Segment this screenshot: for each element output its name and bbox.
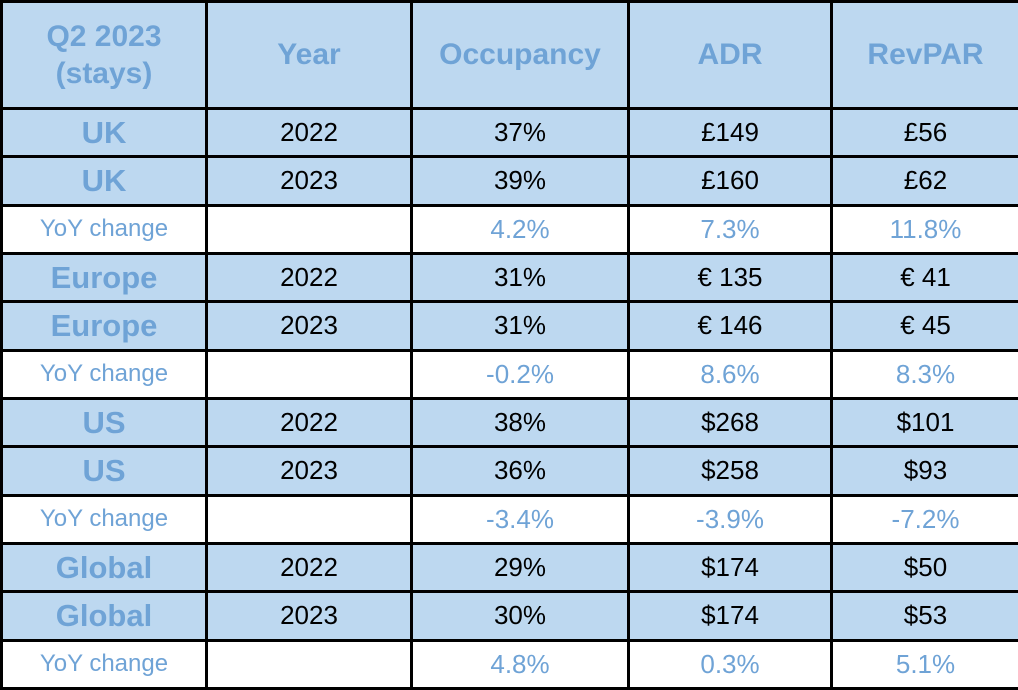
year-cell: 2023: [205, 155, 413, 207]
revpar-cell: $53: [830, 590, 1018, 642]
adr-cell: 0.3%: [627, 638, 833, 690]
region-cell: Global: [0, 541, 208, 594]
yoy-label-cell: YoY change: [0, 493, 208, 545]
adr-cell: -3.9%: [627, 493, 833, 545]
table-row-uk-2023: UK 2023 39% £160 £62: [0, 155, 1018, 207]
occupancy-cell: 31%: [410, 251, 630, 304]
table-row-us-2023: US 2023 36% $258 $93: [0, 445, 1018, 497]
region-cell: Europe: [0, 300, 208, 352]
occupancy-cell: 37%: [410, 106, 630, 159]
year-cell: 2023: [205, 445, 413, 497]
region-cell: UK: [0, 106, 208, 159]
region-cell: Global: [0, 590, 208, 642]
revpar-cell: $50: [830, 541, 1018, 594]
table-row-europe-yoy: YoY change -0.2% 8.6% 8.3%: [0, 348, 1018, 400]
adr-cell: 8.6%: [627, 348, 833, 400]
year-cell: 2023: [205, 300, 413, 352]
region-cell: UK: [0, 155, 208, 207]
revpar-cell: £56: [830, 106, 1018, 159]
occupancy-cell: -3.4%: [410, 493, 630, 545]
occupancy-cell: 39%: [410, 155, 630, 207]
adr-cell: $268: [627, 396, 833, 449]
revpar-cell: $101: [830, 396, 1018, 449]
revpar-cell: 8.3%: [830, 348, 1018, 400]
table-row-europe-2022: Europe 2022 31% € 135 € 41: [0, 251, 1018, 304]
occupancy-cell: 31%: [410, 300, 630, 352]
region-cell: Europe: [0, 251, 208, 304]
corner-title-line1: Q2 2023: [46, 19, 162, 53]
revpar-cell: -7.2%: [830, 493, 1018, 545]
revpar-cell: € 45: [830, 300, 1018, 352]
table-row-global-yoy: YoY change 4.8% 0.3% 5.1%: [0, 638, 1018, 690]
header-row: Q2 2023 (stays) Year Occupancy ADR RevPA…: [0, 0, 1018, 110]
year-cell: 2022: [205, 396, 413, 449]
adr-cell: € 135: [627, 251, 833, 304]
table-row-uk-2022: UK 2022 37% £149 £56: [0, 106, 1018, 159]
column-header-year: Year: [205, 0, 413, 110]
year-cell: 2023: [205, 590, 413, 642]
year-cell: [205, 638, 413, 690]
adr-cell: € 146: [627, 300, 833, 352]
revpar-cell: 5.1%: [830, 638, 1018, 690]
occupancy-cell: 36%: [410, 445, 630, 497]
table-row-uk-yoy: YoY change 4.2% 7.3% 11.8%: [0, 203, 1018, 255]
occupancy-cell: 4.2%: [410, 203, 630, 255]
corner-title-line2: (stays): [55, 57, 153, 90]
year-cell: [205, 203, 413, 255]
column-header-adr: ADR: [627, 0, 833, 110]
corner-title: Q2 2023 (stays): [0, 0, 208, 110]
year-cell: 2022: [205, 251, 413, 304]
revpar-cell: 11.8%: [830, 203, 1018, 255]
adr-cell: $258: [627, 445, 833, 497]
table-body: UK 2022 37% £149 £56 UK 2023 39% £160 £6…: [0, 106, 1018, 690]
revpar-cell: $93: [830, 445, 1018, 497]
yoy-label-cell: YoY change: [0, 203, 208, 255]
adr-cell: $174: [627, 541, 833, 594]
occupancy-cell: -0.2%: [410, 348, 630, 400]
table-row-us-2022: US 2022 38% $268 $101: [0, 396, 1018, 449]
region-cell: US: [0, 445, 208, 497]
year-cell: 2022: [205, 106, 413, 159]
column-header-occupancy: Occupancy: [410, 0, 630, 110]
adr-cell: £160: [627, 155, 833, 207]
year-cell: [205, 493, 413, 545]
revpar-cell: £62: [830, 155, 1018, 207]
year-cell: 2022: [205, 541, 413, 594]
adr-cell: 7.3%: [627, 203, 833, 255]
occupancy-cell: 30%: [410, 590, 630, 642]
column-header-revpar: RevPAR: [830, 0, 1018, 110]
table-row-europe-2023: Europe 2023 31% € 146 € 45: [0, 300, 1018, 352]
yoy-label-cell: YoY change: [0, 348, 208, 400]
table-row-global-2022: Global 2022 29% $174 $50: [0, 541, 1018, 594]
region-cell: US: [0, 396, 208, 449]
yoy-label-cell: YoY change: [0, 638, 208, 690]
adr-cell: £149: [627, 106, 833, 159]
occupancy-cell: 29%: [410, 541, 630, 594]
table-row-us-yoy: YoY change -3.4% -3.9% -7.2%: [0, 493, 1018, 545]
adr-cell: $174: [627, 590, 833, 642]
year-cell: [205, 348, 413, 400]
occupancy-cell: 4.8%: [410, 638, 630, 690]
revpar-cell: € 41: [830, 251, 1018, 304]
occupancy-cell: 38%: [410, 396, 630, 449]
table-row-global-2023: Global 2023 30% $174 $53: [0, 590, 1018, 642]
